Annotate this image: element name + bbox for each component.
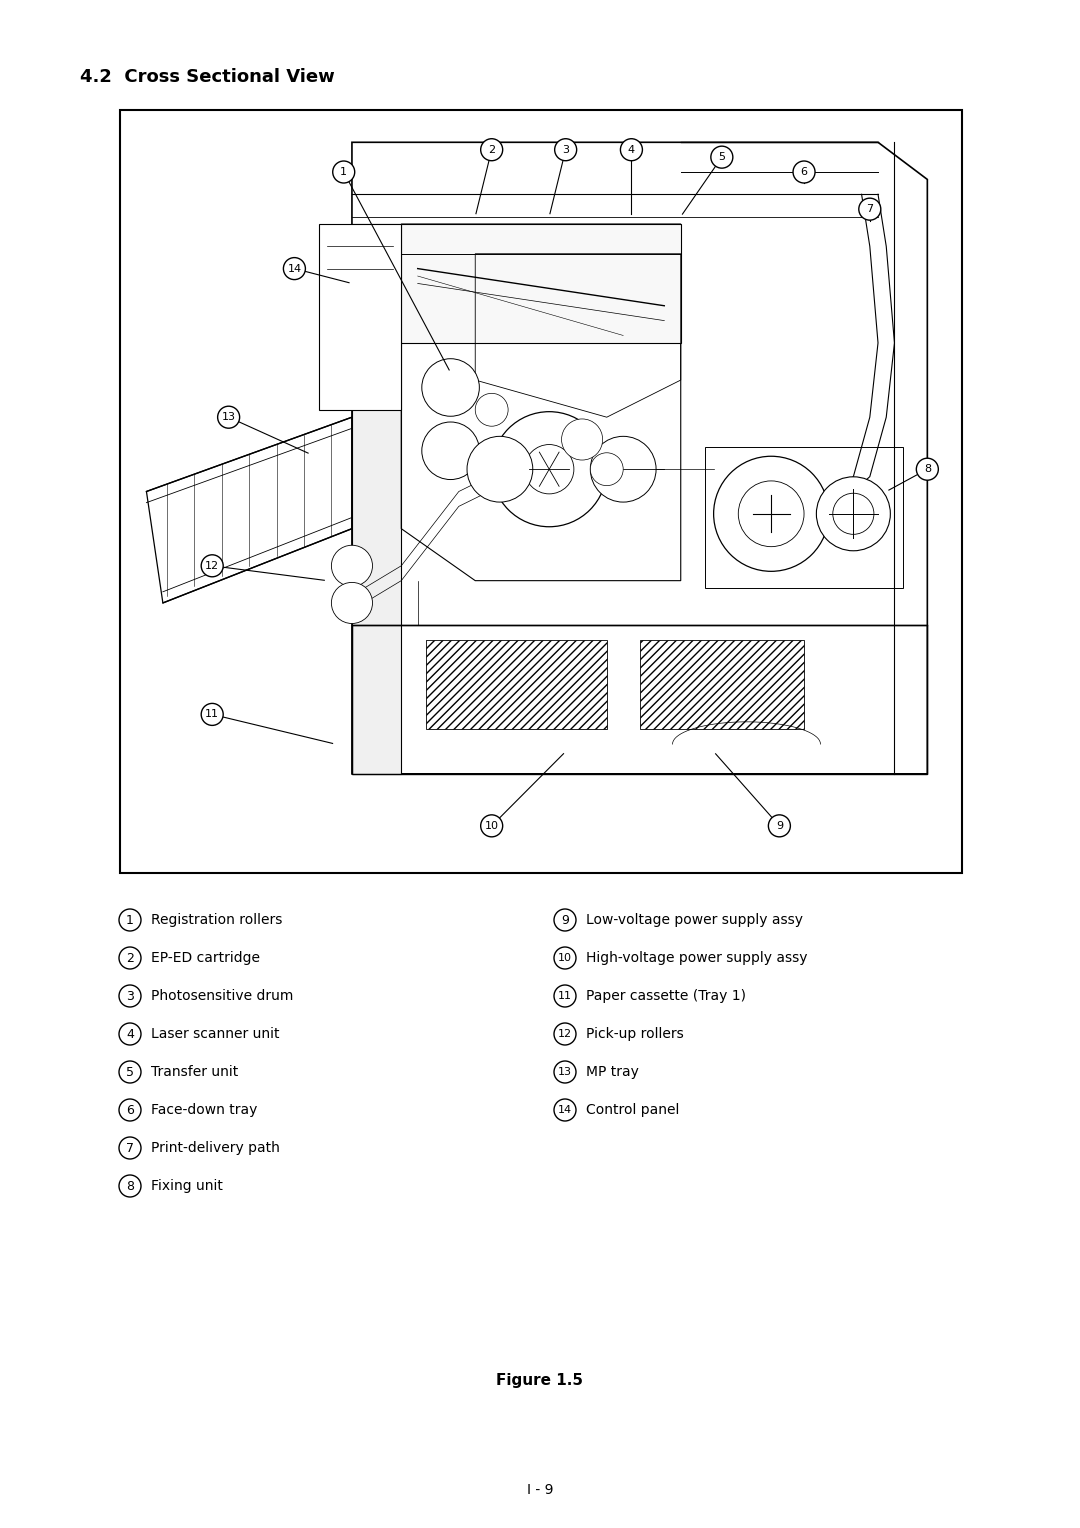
Circle shape xyxy=(554,1060,576,1083)
Circle shape xyxy=(201,703,224,726)
Circle shape xyxy=(119,1060,141,1083)
Text: 13: 13 xyxy=(221,413,235,422)
Circle shape xyxy=(859,199,881,220)
Text: Figure 1.5: Figure 1.5 xyxy=(497,1372,583,1387)
Text: EP-ED cartridge: EP-ED cartridge xyxy=(151,950,260,966)
Circle shape xyxy=(333,160,354,183)
Circle shape xyxy=(475,393,508,426)
Text: Photosensitive drum: Photosensitive drum xyxy=(151,989,294,1002)
Circle shape xyxy=(711,147,733,168)
Circle shape xyxy=(481,814,502,837)
Circle shape xyxy=(554,1099,576,1122)
Text: 11: 11 xyxy=(558,992,572,1001)
Bar xyxy=(705,446,903,588)
Circle shape xyxy=(768,814,791,837)
Circle shape xyxy=(422,422,480,480)
Circle shape xyxy=(591,437,656,503)
Text: Low-voltage power supply assy: Low-voltage power supply assy xyxy=(586,914,804,927)
Text: 7: 7 xyxy=(126,1141,134,1155)
Text: 2: 2 xyxy=(488,145,496,154)
Text: I - 9: I - 9 xyxy=(527,1484,553,1497)
Text: 4.2  Cross Sectional View: 4.2 Cross Sectional View xyxy=(80,69,335,86)
Circle shape xyxy=(119,947,141,969)
Text: High-voltage power supply assy: High-voltage power supply assy xyxy=(586,950,808,966)
Text: Registration rollers: Registration rollers xyxy=(151,914,282,927)
Text: Transfer unit: Transfer unit xyxy=(151,1065,239,1079)
Text: 10: 10 xyxy=(485,821,499,831)
Circle shape xyxy=(816,477,890,550)
Circle shape xyxy=(555,139,577,160)
Text: 4: 4 xyxy=(126,1027,134,1041)
Circle shape xyxy=(218,406,240,428)
Text: 5: 5 xyxy=(718,153,726,162)
Circle shape xyxy=(554,1024,576,1045)
Text: Control panel: Control panel xyxy=(586,1103,679,1117)
Bar xyxy=(319,225,402,410)
Circle shape xyxy=(119,1099,141,1122)
Circle shape xyxy=(554,909,576,931)
Text: Laser scanner unit: Laser scanner unit xyxy=(151,1027,280,1041)
Text: 7: 7 xyxy=(866,205,874,214)
Text: Face-down tray: Face-down tray xyxy=(151,1103,257,1117)
Text: 5: 5 xyxy=(126,1065,134,1079)
Text: 2: 2 xyxy=(126,952,134,964)
Circle shape xyxy=(491,411,607,527)
Text: 14: 14 xyxy=(287,264,301,274)
Text: 1: 1 xyxy=(126,914,134,926)
Bar xyxy=(426,640,607,729)
Circle shape xyxy=(332,545,373,587)
Text: 10: 10 xyxy=(558,953,572,963)
Circle shape xyxy=(467,437,532,503)
Bar xyxy=(120,110,962,872)
Text: 9: 9 xyxy=(562,914,569,926)
Circle shape xyxy=(283,258,306,280)
Text: Print-delivery path: Print-delivery path xyxy=(151,1141,280,1155)
Text: Paper cassette (Tray 1): Paper cassette (Tray 1) xyxy=(586,989,746,1002)
Text: 12: 12 xyxy=(558,1028,572,1039)
Text: 11: 11 xyxy=(205,709,219,720)
Bar xyxy=(639,640,804,729)
Text: 4: 4 xyxy=(627,145,635,154)
Circle shape xyxy=(119,909,141,931)
Text: 1: 1 xyxy=(340,167,348,177)
Text: 14: 14 xyxy=(558,1105,572,1115)
Circle shape xyxy=(793,160,815,183)
Circle shape xyxy=(562,419,603,460)
Circle shape xyxy=(916,458,939,480)
Text: 6: 6 xyxy=(126,1103,134,1117)
Circle shape xyxy=(554,947,576,969)
Circle shape xyxy=(201,555,224,576)
Text: MP tray: MP tray xyxy=(586,1065,639,1079)
Text: 8: 8 xyxy=(923,465,931,474)
Circle shape xyxy=(620,139,643,160)
Circle shape xyxy=(119,986,141,1007)
Circle shape xyxy=(481,139,502,160)
Text: 8: 8 xyxy=(126,1180,134,1192)
Text: 12: 12 xyxy=(205,561,219,571)
Polygon shape xyxy=(352,225,402,773)
Circle shape xyxy=(554,986,576,1007)
Circle shape xyxy=(714,457,828,571)
Circle shape xyxy=(119,1024,141,1045)
Text: 3: 3 xyxy=(563,145,569,154)
Polygon shape xyxy=(402,225,680,342)
Text: 3: 3 xyxy=(126,990,134,1002)
Text: 6: 6 xyxy=(800,167,808,177)
Circle shape xyxy=(119,1137,141,1160)
Text: 9: 9 xyxy=(775,821,783,831)
Circle shape xyxy=(119,1175,141,1196)
Circle shape xyxy=(591,452,623,486)
Circle shape xyxy=(422,359,480,416)
Circle shape xyxy=(332,582,373,623)
Text: Pick-up rollers: Pick-up rollers xyxy=(586,1027,684,1041)
Text: Fixing unit: Fixing unit xyxy=(151,1180,222,1193)
Text: 13: 13 xyxy=(558,1067,572,1077)
